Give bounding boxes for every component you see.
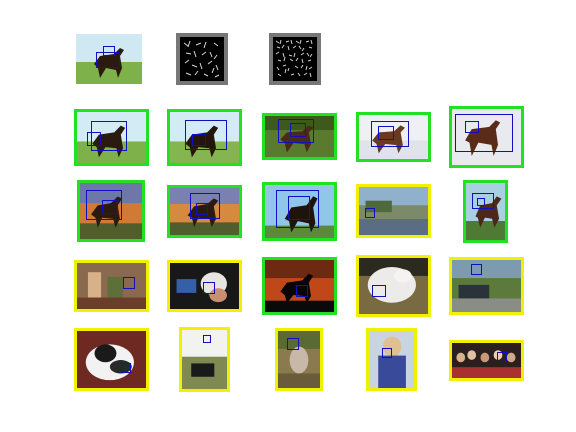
detection-box — [287, 338, 299, 350]
detection-box — [371, 121, 409, 147]
detection-box — [477, 198, 485, 206]
result-photo — [74, 260, 149, 312]
result-tile — [356, 184, 431, 238]
result-tile — [449, 340, 524, 381]
detection-box — [203, 335, 211, 343]
detection-box — [196, 203, 208, 215]
result-photo — [262, 257, 337, 315]
result-tile — [366, 328, 417, 391]
result-photo — [366, 328, 417, 391]
detection-box — [103, 46, 115, 56]
result-photo — [74, 109, 149, 166]
result-tile — [74, 328, 149, 391]
result-photo — [167, 185, 242, 238]
detection-box — [123, 277, 135, 289]
detection-box — [96, 52, 120, 68]
hog-visualization — [183, 40, 220, 78]
detection-box — [455, 114, 513, 152]
detection-box — [190, 193, 220, 219]
hog-template-root — [176, 33, 228, 85]
detection-box — [203, 282, 215, 294]
result-tile — [262, 182, 337, 241]
detection-box — [276, 190, 319, 228]
detection-box — [91, 121, 127, 151]
result-photo — [167, 260, 242, 312]
detection-box — [296, 285, 308, 297]
result-tile — [262, 257, 337, 315]
result-tile — [262, 113, 337, 160]
detection-box — [471, 264, 482, 275]
result-tile — [74, 260, 149, 312]
result-photo — [356, 255, 431, 317]
result-photo — [74, 328, 149, 391]
result-tile — [449, 257, 524, 315]
detection-box — [87, 132, 101, 146]
result-tile — [356, 255, 431, 317]
detection-box — [102, 200, 118, 214]
result-photo — [463, 180, 508, 243]
detection-box — [365, 208, 375, 218]
result-photo — [179, 327, 230, 392]
query-image — [76, 34, 142, 84]
detection-box — [472, 193, 494, 209]
result-tile — [179, 327, 230, 392]
query-photo — [76, 34, 142, 84]
detection-box — [497, 352, 507, 362]
result-tile — [275, 328, 323, 391]
result-tile — [167, 260, 242, 312]
hog-template-parts — [269, 33, 321, 85]
detection-box — [185, 120, 227, 150]
result-tile — [167, 185, 242, 238]
result-tile — [74, 109, 149, 166]
result-tile — [77, 180, 145, 242]
hog-visualization — [275, 39, 313, 78]
detection-box — [121, 363, 131, 373]
detection-box — [192, 134, 206, 146]
detection-box — [290, 123, 306, 137]
detection-box — [382, 348, 392, 358]
result-photo — [356, 184, 431, 238]
result-tile — [167, 109, 242, 166]
result-photo — [275, 328, 323, 391]
result-tile — [463, 180, 508, 243]
detection-box — [86, 190, 122, 220]
result-photo — [449, 106, 524, 168]
result-tile — [356, 112, 431, 162]
detection-box — [465, 121, 479, 133]
result-photo — [449, 340, 524, 381]
detection-box — [372, 285, 386, 297]
detection-box — [278, 119, 314, 143]
detection-box — [288, 196, 310, 220]
detection-box — [378, 126, 394, 140]
result-tile — [449, 106, 524, 168]
result-photo — [449, 257, 524, 315]
